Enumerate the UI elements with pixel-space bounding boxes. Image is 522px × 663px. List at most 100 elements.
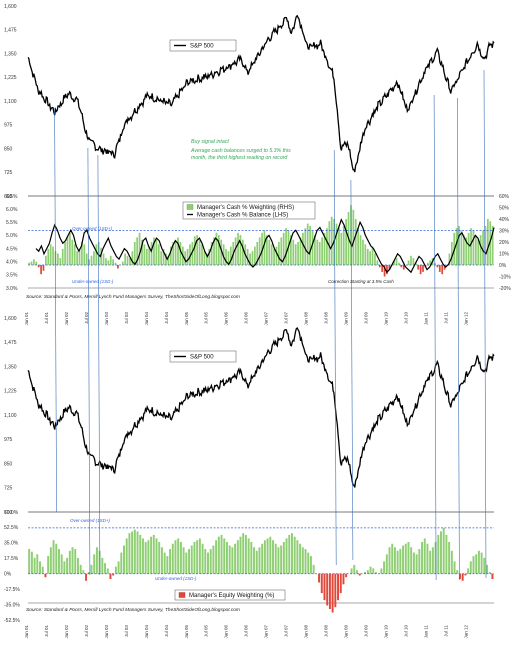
equity-weighting-bar [437,534,440,574]
sp500-bottom-legend-box [169,350,237,363]
cash-weighting-bar [193,236,196,265]
equity-weighting-bar [272,540,274,574]
equity-weighting-bar [410,547,413,574]
cash-weighting-bar [177,237,179,265]
cash-weighting-bar [383,265,386,277]
cash-weighting-bar [174,239,177,265]
equity-weighting-bar [453,561,456,574]
equity-weighting-bar [82,570,85,574]
x-tick-label: Jul 05 [204,624,209,637]
equity-weighting-bar [131,531,134,574]
signal-line [350,179,354,561]
cash-right-ytick-label: -20% [499,286,511,292]
cash-weighting-bar [486,219,489,265]
cash-left-ytick-label: 3.5% [6,273,18,279]
cash-weighting-bar [285,228,287,265]
cash-weighting-bar [160,251,163,265]
cash-weighting-bar [136,237,139,265]
equity-weighting-bar [337,573,340,601]
signal-line [433,94,437,581]
cash-weighting-bar [450,242,453,265]
equity-weighting-bar [475,554,478,574]
buy-signal-line2: month, the third highest reading on reco… [191,155,288,161]
cash-weighting-bar [112,259,114,265]
equity-weighting-bar [480,552,483,574]
equity-weighting-bar [266,538,269,574]
x-tick-label: Jan 12 [463,625,468,639]
equity-weighting-bar [74,549,77,574]
equity-weighting-bar [114,566,117,574]
cash-weighting-bar [155,239,158,265]
equity-weighting-bar [112,573,115,576]
cash-weighting-bar [186,248,189,265]
cash-weighting-bar [121,261,124,265]
cash-weighting-bar [448,253,451,265]
equity-weighting-bar [320,573,323,594]
cash-weighting-bar [292,239,295,265]
equity-weighting-bar [318,573,321,583]
cash-weighting-bar [141,239,143,265]
cash-weighting-bar [314,235,316,265]
cash-right-ytick-label: 60% [499,194,510,200]
signal-line [87,147,91,576]
equity-weighting-bar [136,531,139,574]
x-tick-label: Jan 07 [264,625,269,639]
cash-weighting-bar [455,228,458,265]
cash-weighting-bar [107,260,110,265]
equity-weighting-bar [201,543,204,574]
equity-weighting-bar [139,534,142,574]
equity-weighting-bar [41,566,44,574]
cash-weighting-bar [33,259,35,265]
cash-weighting-bar [210,242,213,265]
cash-weighting-bar [217,235,220,265]
equity-panel: -52.5% -35.0% -17.5% 0% 17.5% 35.0% 52.5% 70.0% [4,510,494,624]
cash-weighting-bar [290,235,292,265]
equity-weighting-bar [185,552,188,574]
equity-weighting-bar [155,538,158,574]
x-tick-label: Jan 05 [184,312,189,326]
equity-weighting-bar [285,538,288,574]
equity-weighting-bar [369,566,372,574]
equity-weighting-bar [66,557,69,574]
equity-weighting-bar [193,541,196,574]
x-tick-label: Jan 03 [104,625,109,639]
equity-weighting-bar [217,536,220,574]
cash-weighting-bar [270,244,273,265]
equity-weighting-bar [323,573,326,601]
cash-weighting-bar [376,260,379,265]
cash-weighting-bar [318,242,321,265]
equity-legend-label: Manager's Equity Weighting (%) [189,593,274,599]
buy-signal-line1: Average cash balances surged to 5.3% thi… [190,148,291,154]
cash-weighting-bar [256,242,259,265]
cash-weighting-bar [153,237,155,265]
cash-weighting-bar [97,242,100,265]
sp500-ytick-label: 1,225 [4,75,17,81]
cash-weighting-bar [100,247,102,265]
cash-weighting-bar [429,260,432,265]
sp500-ytick-label: 975 [4,123,13,129]
x-tick-label: Jul 10 [404,625,409,638]
equity-weighting-bar [380,568,383,574]
cash-weighting-bar [306,223,309,265]
cash-balance-line [35,218,495,274]
cash-weighting-bar [131,251,134,265]
equity-weighting-bar [258,547,261,574]
equity-weighting-bar [301,547,304,574]
equity-weighting-bar [242,533,245,574]
cash-weighting-bar [316,239,319,265]
equity-weighting-bar [461,573,464,581]
equity-ytick-label: 52.5% [4,525,19,531]
cash-weighting-bar [386,265,388,275]
equity-weighting-bar [169,549,172,574]
equity-weighting-bar [63,561,66,574]
cash-source: Source: Standard & Poors, Merrill Lynch … [26,294,240,300]
cash-weighting-bar [484,225,487,265]
cash-weighting-bar [253,246,256,265]
cash-weighting-bar [371,246,374,265]
equity-weighting-bar [356,570,358,574]
cash-weighting-bar [196,235,199,265]
cash-weighting-bar [61,248,64,265]
cash-weighting-bar [302,232,304,265]
equity-weighting-bar [429,550,432,574]
cash-weighting-bar [330,216,333,265]
